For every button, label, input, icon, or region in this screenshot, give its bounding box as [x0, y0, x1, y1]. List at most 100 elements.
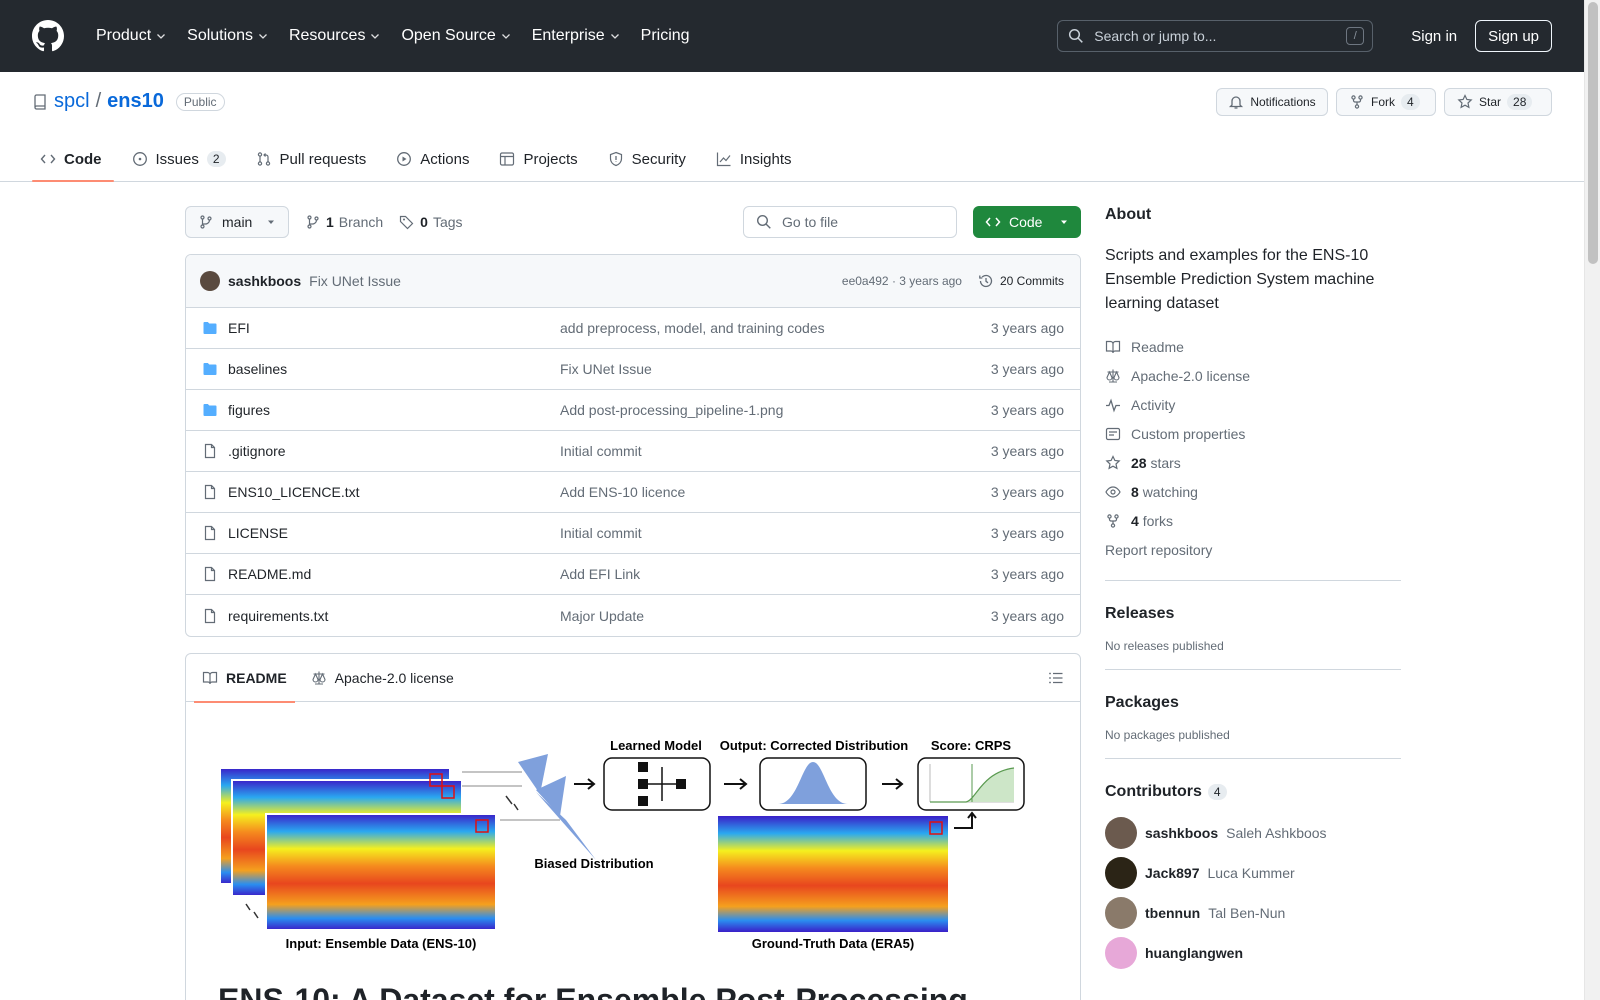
- avatar[interactable]: [1105, 937, 1137, 969]
- license-link[interactable]: Apache-2.0 license: [1105, 361, 1401, 390]
- contributor-item[interactable]: Jack897 Luca Kummer: [1105, 853, 1401, 893]
- tab-issues[interactable]: Issues 2: [124, 136, 238, 182]
- file-commit-message[interactable]: Major Update: [560, 607, 645, 624]
- avatar[interactable]: [1105, 857, 1137, 889]
- file-name-link[interactable]: EFI: [228, 320, 250, 336]
- report-repository-link[interactable]: Report repository: [1105, 541, 1213, 558]
- avatar[interactable]: [200, 271, 220, 291]
- branch-label: Branch: [338, 214, 384, 230]
- tab-actions[interactable]: Actions: [388, 136, 481, 182]
- file-row[interactable]: README.md Add EFI Link 3 years ago: [186, 554, 1080, 595]
- custom-properties-link[interactable]: Custom properties: [1105, 419, 1401, 448]
- search-icon: [1068, 28, 1084, 44]
- star-count: 28: [1507, 94, 1533, 110]
- stars-link[interactable]: 28 stars: [1105, 448, 1401, 477]
- about-links: Readme Apache-2.0 license Activity Custo…: [1105, 332, 1401, 564]
- contributor-login[interactable]: huanglangwen: [1145, 945, 1243, 961]
- file-commit-message[interactable]: Initial commit: [560, 525, 642, 541]
- file-name-link[interactable]: figures: [228, 402, 271, 418]
- tab-readme[interactable]: README: [194, 654, 295, 703]
- nav-product[interactable]: Product: [86, 20, 177, 52]
- tab-pull-requests[interactable]: Pull requests: [248, 136, 379, 182]
- page-scrollbar[interactable]: [1584, 0, 1600, 1000]
- file-name-link[interactable]: README.md: [228, 566, 312, 582]
- file-name-link[interactable]: ENS10_LICENCE.txt: [228, 484, 360, 500]
- tab-security[interactable]: Security: [600, 136, 698, 182]
- file-name-link[interactable]: baselines: [228, 361, 288, 377]
- notifications-button[interactable]: Notifications: [1216, 88, 1328, 116]
- nav-pricing[interactable]: Pricing: [631, 20, 700, 52]
- sign-up-button[interactable]: Sign up: [1475, 20, 1552, 52]
- releases-heading[interactable]: Releases: [1105, 605, 1175, 622]
- nav-enterprise-label: Enterprise: [531, 27, 605, 44]
- file-icon: [202, 608, 218, 624]
- file-name-link[interactable]: .gitignore: [228, 443, 286, 459]
- readme-link[interactable]: Readme: [1105, 332, 1401, 361]
- tab-code[interactable]: Code: [32, 136, 114, 182]
- readme-panel: README Apache-2.0 license: [185, 653, 1081, 1000]
- commit-message[interactable]: Fix UNet Issue: [309, 273, 401, 289]
- tags-link[interactable]: 0 Tags: [399, 214, 463, 230]
- forks-link[interactable]: 4 forks: [1105, 506, 1401, 535]
- tab-insights[interactable]: Insights: [708, 136, 804, 182]
- contributors-list: sashkboos Saleh Ashkboos Jack897 Luca Kumme…: [1105, 813, 1401, 973]
- commit-hash-time[interactable]: ee0a492 · 3 years ago: [841, 274, 962, 288]
- sign-in-link[interactable]: Sign in: [1411, 27, 1458, 45]
- eye-icon: [1105, 484, 1121, 500]
- file-row[interactable]: requirements.txt Major Update 3 years ago: [186, 595, 1080, 636]
- file-commit-message[interactable]: Add post-processing_pipeline-1.png: [560, 402, 784, 418]
- contributor-item[interactable]: huanglangwen: [1105, 933, 1401, 973]
- file-name-link[interactable]: requirements.txt: [228, 607, 329, 624]
- issues-count: 2: [206, 151, 226, 167]
- activity-link[interactable]: Activity: [1105, 390, 1401, 419]
- file-commit-message[interactable]: Add EFI Link: [560, 566, 641, 582]
- file-commit-message[interactable]: Add ENS-10 licence: [560, 484, 686, 500]
- commits-history-link[interactable]: 20 Commits: [978, 273, 1064, 289]
- file-commit-message[interactable]: add preprocess, model, and training code…: [560, 320, 825, 336]
- repo-name-link[interactable]: ens10: [107, 90, 164, 112]
- tab-readme-label: README: [226, 669, 287, 686]
- branch-selector[interactable]: main: [185, 206, 289, 238]
- contributor-login[interactable]: sashkboos: [1145, 825, 1219, 841]
- contributor-item[interactable]: sashkboos Saleh Ashkboos: [1105, 813, 1401, 853]
- file-row[interactable]: LICENSE Initial commit 3 years ago: [186, 513, 1080, 554]
- tab-license[interactable]: Apache-2.0 license: [303, 654, 462, 702]
- tab-projects[interactable]: Projects: [491, 136, 589, 182]
- repo-owner-link[interactable]: spcl: [54, 90, 90, 112]
- file-commit-message[interactable]: Initial commit: [560, 443, 642, 459]
- visibility-badge: Public: [175, 92, 225, 111]
- watching-link[interactable]: 8 watching: [1105, 477, 1401, 506]
- go-to-file-input[interactable]: Go to file: [743, 206, 957, 238]
- search-input[interactable]: Search or jump to... /: [1057, 20, 1374, 52]
- nav-open-source[interactable]: Open Source: [391, 20, 521, 52]
- contributor-login[interactable]: Jack897: [1145, 865, 1200, 881]
- commit-author[interactable]: sashkboos: [228, 273, 302, 289]
- pull-request-icon: [256, 151, 272, 167]
- avatar[interactable]: [1105, 897, 1137, 929]
- code-dropdown-button[interactable]: Code: [973, 206, 1081, 238]
- file-row[interactable]: ENS10_LICENCE.txt Add ENS-10 licence 3 yea…: [186, 472, 1080, 513]
- file-row[interactable]: baselines Fix UNet Issue 3 years ago: [186, 349, 1080, 390]
- scrollbar-thumb[interactable]: [1588, 2, 1598, 264]
- file-commit-message[interactable]: Fix UNet Issue: [560, 361, 652, 377]
- list-unordered-icon[interactable]: [1048, 670, 1064, 686]
- nav-resources[interactable]: Resources: [279, 20, 391, 52]
- file-name-link[interactable]: LICENSE: [228, 525, 288, 541]
- contributor-login[interactable]: tbennun: [1145, 905, 1201, 921]
- contributors-heading[interactable]: Contributors: [1105, 783, 1202, 800]
- fork-button[interactable]: Fork 4: [1336, 88, 1436, 116]
- packages-heading[interactable]: Packages: [1105, 694, 1179, 711]
- tag-label: Tags: [432, 214, 463, 230]
- file-row[interactable]: figures Add post-processing_pipeline-1.pn…: [186, 390, 1080, 431]
- code-icon: [40, 151, 56, 167]
- branches-link[interactable]: 1 Branch: [305, 214, 383, 230]
- contributor-item[interactable]: tbennun Tal Ben-Nun: [1105, 893, 1401, 933]
- avatar[interactable]: [1105, 817, 1137, 849]
- file-row[interactable]: .gitignore Initial commit 3 years ago: [186, 431, 1080, 472]
- star-button[interactable]: Star 28: [1444, 88, 1552, 116]
- github-logo-icon[interactable]: [32, 20, 64, 52]
- file-row[interactable]: EFI add preprocess, model, and training c…: [186, 308, 1080, 349]
- nav-enterprise[interactable]: Enterprise: [522, 20, 631, 52]
- file-icon: [202, 484, 218, 500]
- nav-solutions[interactable]: Solutions: [177, 20, 279, 52]
